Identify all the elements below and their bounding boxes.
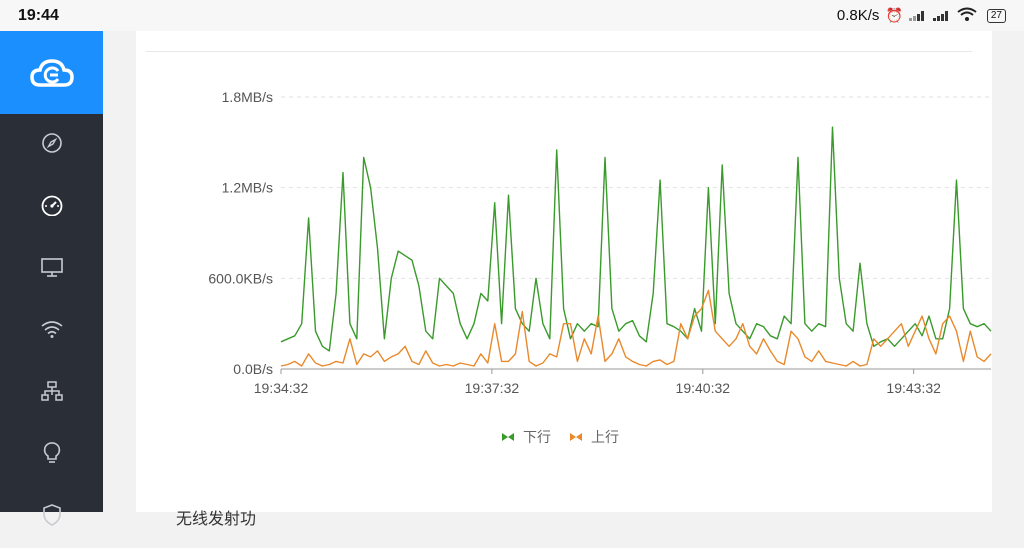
wifi-status-icon: [957, 7, 977, 24]
legend-item-download[interactable]: 下行: [501, 427, 551, 447]
series-line-upload: [280, 289, 992, 367]
nav-speedometer[interactable]: [0, 176, 103, 238]
x-tick-label: 19:43:32: [886, 380, 941, 396]
traffic-chart: 0.0B/s 600.0KB/s 1.2MB/s 1.8MB/s 19:34:32 19…: [208, 89, 992, 396]
legend-label-download: 下行: [523, 429, 551, 445]
nav-shield[interactable]: [0, 486, 103, 548]
status-bar: 19:44 0.8K/s ⏰ 27: [0, 0, 1024, 31]
nav-lightbulb[interactable]: [0, 424, 103, 486]
wifi-icon: [40, 319, 64, 344]
y-tick-label: 1.8MB/s: [222, 89, 273, 105]
status-right: 0.8K/s ⏰ 27: [837, 7, 1006, 24]
legend-item-upload[interactable]: 上行: [569, 427, 619, 447]
monitor-icon: [40, 256, 64, 283]
sidebar: [0, 31, 103, 526]
y-tick-label: 1.2MB/s: [222, 180, 273, 196]
nav-monitor[interactable]: [0, 238, 103, 300]
x-tick-label: 19:34:32: [254, 380, 309, 396]
chart-legend: 下行 上行: [501, 427, 619, 447]
legend-label-upload: 上行: [591, 429, 619, 445]
lightbulb-icon: [41, 441, 63, 470]
status-time: 19:44: [18, 6, 59, 24]
network-icon: [40, 380, 64, 407]
traffic-card: 0.0B/s 600.0KB/s 1.2MB/s 1.8MB/s 19:34:32 19…: [136, 31, 992, 528]
x-tick-label: 19:37:32: [465, 380, 520, 396]
series-line-download: [280, 126, 992, 352]
alarm-icon: ⏰: [885, 7, 903, 23]
x-tick-label: 19:40:32: [676, 380, 731, 396]
nav-compass[interactable]: [0, 114, 103, 176]
compass-icon: [41, 132, 63, 159]
y-tick-label: 0.0B/s: [233, 361, 273, 377]
signal-2-icon: [932, 8, 951, 24]
card-divider: [146, 51, 972, 52]
cloud-logo-icon[interactable]: [0, 31, 103, 114]
signal-1-icon: [908, 8, 927, 24]
legend-marker-download-icon: [502, 433, 514, 441]
battery-icon: 27: [986, 8, 1006, 23]
speedometer-icon: [40, 194, 64, 221]
y-tick-label: 600.0KB/s: [208, 270, 273, 286]
section-title: 无线发射功: [176, 511, 257, 528]
legend-marker-upload-icon: [570, 433, 582, 441]
shield-icon: [41, 503, 63, 532]
net-speed: 0.8K/s: [836, 7, 880, 24]
main-content: 0.0B/s 600.0KB/s 1.2MB/s 1.8MB/s 19:34:32 19…: [103, 31, 1024, 528]
nav-wifi[interactable]: [0, 300, 103, 362]
nav-network[interactable]: [0, 362, 103, 424]
